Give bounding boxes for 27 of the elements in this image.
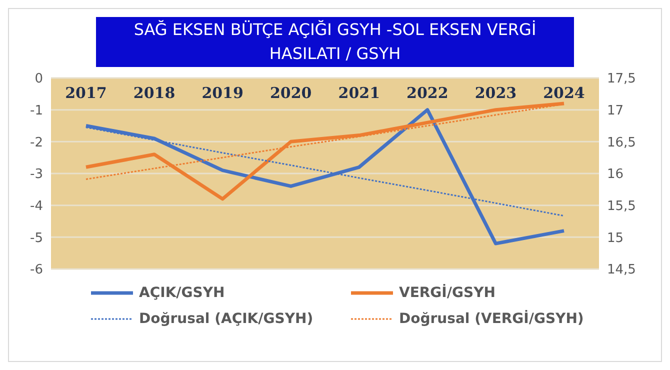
y2-tick-label: 16	[607, 167, 624, 182]
legend-label: AÇIK/GSYH	[139, 285, 225, 301]
y2-tick-label: 17,5	[607, 72, 636, 87]
y-tick-label: -3	[30, 167, 43, 182]
y2-tick-label: 17	[607, 103, 624, 118]
legend-label: Doğrusal (VERGİ/GSYH)	[399, 311, 584, 327]
chart-title: SAĞ EKSEN BÜTÇE AÇIĞI GSYH -SOL EKSEN VERGİ HASILATI / GSYH	[96, 17, 574, 67]
legend-label: Doğrusal (AÇIK/GSYH)	[139, 311, 314, 327]
y-tick-label: -5	[30, 230, 43, 246]
y2-tick-label: 14,5	[607, 262, 636, 278]
x-tick-label: 2017	[65, 84, 107, 102]
y-tick-label: -4	[30, 198, 43, 214]
legend-label: VERGİ/GSYH	[399, 285, 496, 301]
x-tick-label: 2019	[202, 84, 244, 102]
x-tick-label: 2021	[338, 84, 380, 102]
y2-tick-label: 16,5	[607, 135, 636, 150]
x-tick-label: 2022	[406, 84, 448, 102]
y-tick-label: -6	[30, 262, 43, 278]
x-tick-label: 2023	[474, 84, 517, 102]
y2-tick-label: 15,5	[607, 198, 636, 214]
x-tick-label: 2020	[270, 84, 312, 102]
y-tick-label: -2	[30, 135, 43, 150]
x-tick-label: 2018	[133, 84, 176, 102]
y-tick-label: 0	[34, 72, 43, 87]
y-tick-label: -1	[30, 103, 43, 118]
y2-tick-label: 15	[607, 230, 624, 246]
x-tick-label: 2024	[543, 84, 585, 102]
